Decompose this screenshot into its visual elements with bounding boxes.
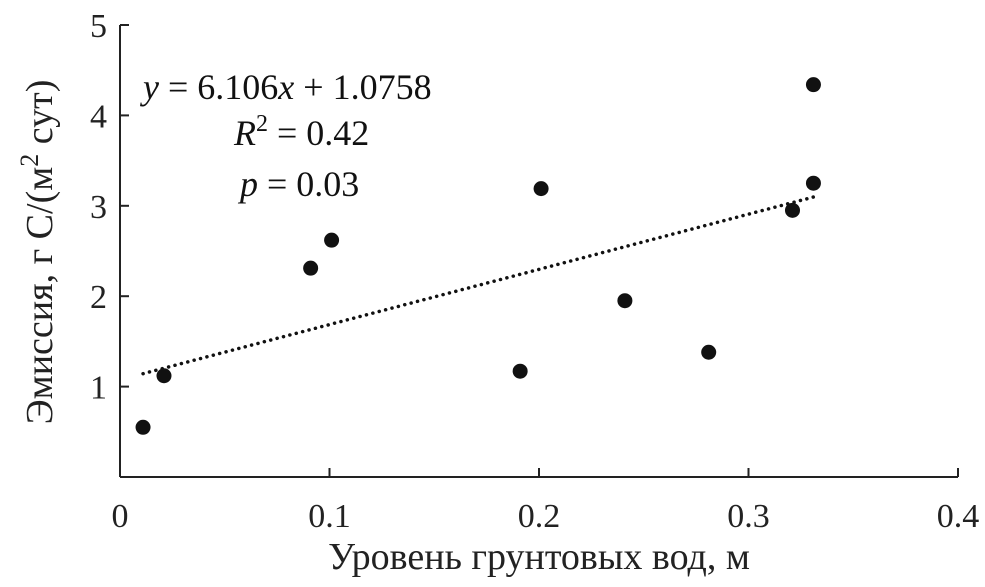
y-ticks: 1 2 3 4 5 [90, 8, 129, 407]
y-tick-label: 4 [90, 98, 107, 135]
data-points [135, 77, 821, 435]
data-point [805, 175, 821, 191]
data-point [512, 363, 528, 379]
data-point [784, 202, 800, 218]
y-tick-label: 5 [90, 8, 107, 45]
x-tick-label: 0.2 [518, 498, 561, 535]
data-point [303, 260, 319, 276]
x-ticks: 0 0.1 0.2 0.3 0.4 [112, 468, 980, 535]
equation-label: y = 6.106x + 1.0758 [140, 67, 432, 107]
regression-annotation: y = 6.106x + 1.0758 R2 = 0.42 p = 0.03 [140, 67, 432, 204]
y-tick-label: 1 [90, 370, 107, 407]
x-tick-label: 0.4 [937, 498, 980, 535]
y-tick-label: 2 [90, 279, 107, 316]
x-axis-title: Уровень грунтовых вод, м [328, 536, 750, 578]
data-point [324, 232, 340, 248]
x-tick-label: 0.3 [727, 498, 770, 535]
data-point [156, 368, 172, 384]
y-tick-label: 3 [90, 189, 107, 226]
data-point [805, 77, 821, 93]
data-point [617, 293, 633, 309]
data-point [135, 419, 151, 435]
r-squared-label: R2 = 0.42 [233, 111, 369, 153]
x-tick-label: 0 [112, 498, 129, 535]
y-axis-title: Эмиссия, г С/(м2 сут) [15, 80, 61, 425]
data-point [701, 344, 717, 360]
data-point [533, 181, 549, 197]
x-tick-label: 0.1 [308, 498, 351, 535]
p-value-label: p = 0.03 [237, 164, 359, 204]
